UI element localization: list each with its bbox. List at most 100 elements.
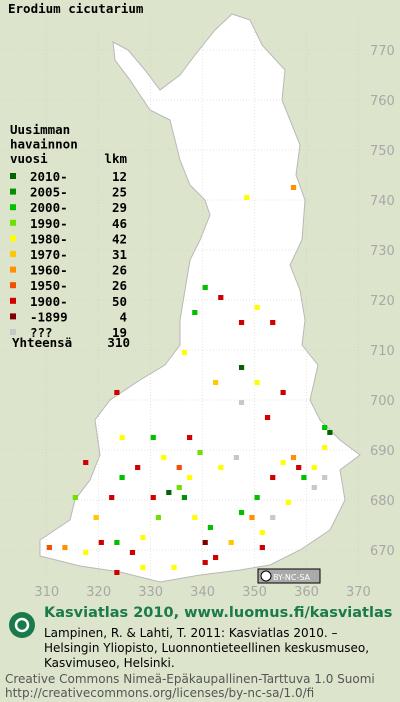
legend-count-heading: lkm <box>104 151 127 166</box>
observation-square <box>166 490 172 495</box>
observation-square <box>93 515 99 520</box>
observation-square <box>322 475 328 480</box>
legend-label: 1980- <box>30 231 68 246</box>
y-tick-label: 770 <box>370 44 395 59</box>
observation-square <box>270 515 276 520</box>
legend-label: ??? <box>30 325 53 340</box>
legend-label: 1900- <box>30 294 68 309</box>
y-tick-label: 710 <box>370 344 395 359</box>
legend-swatch <box>10 251 16 257</box>
observation-square <box>83 460 89 465</box>
observation-square <box>259 545 265 550</box>
y-tick-label: 730 <box>370 244 395 259</box>
observation-square <box>187 435 193 440</box>
observation-square <box>238 320 245 325</box>
legend-count: 26 <box>112 263 127 278</box>
observation-square <box>238 365 245 370</box>
legend-swatch <box>10 204 16 211</box>
legend-count: 29 <box>112 200 127 215</box>
legend-swatch <box>10 282 16 289</box>
legend-count: 26 <box>112 278 127 293</box>
observation-square <box>181 350 188 355</box>
x-tick-label: 370 <box>346 585 371 600</box>
legend-count: 19 <box>112 325 127 340</box>
observation-square <box>280 390 286 395</box>
legend-total-label: Yhteensä <box>12 335 72 350</box>
observation-square <box>290 455 297 460</box>
legend-swatch <box>10 297 16 304</box>
observation-square <box>327 430 333 435</box>
observation-square <box>202 560 208 565</box>
logo-spiral <box>14 617 30 633</box>
title: Erodium cicutarium <box>8 1 144 16</box>
citation: Lampinen, R. & Lahti, T. 2011: Kasviatla… <box>44 626 338 640</box>
legend-swatch <box>10 188 16 195</box>
legend-swatch <box>10 329 16 335</box>
legend-count: 46 <box>112 216 127 231</box>
citation: Helsingin Yliopisto, Luonnontieteellinen… <box>44 641 369 655</box>
observation-square <box>181 495 188 500</box>
legend-label: 1960- <box>30 263 68 278</box>
observation-square <box>238 400 245 405</box>
legend-heading: havainnon <box>10 137 78 152</box>
y-tick-label: 740 <box>370 194 395 209</box>
observation-square <box>212 380 219 385</box>
legend-count: 4 <box>119 309 127 324</box>
grid: 670 680 690 700 710 720 730 740 750 760 770 310 320 3… <box>0 20 395 600</box>
observation-square <box>270 475 276 480</box>
badge-box <box>257 568 321 584</box>
y-tick-label: 720 <box>370 294 395 309</box>
legend-heading: vuosi <box>10 151 48 166</box>
observation-square <box>119 435 125 440</box>
logo-icon <box>9 612 35 638</box>
observation-square <box>119 475 125 480</box>
observation-square <box>46 545 52 550</box>
observation-square <box>150 495 156 500</box>
y-tick-label: 760 <box>370 94 395 109</box>
legend-heading: Uusimman <box>10 122 70 137</box>
y-tick-label: 690 <box>370 444 395 459</box>
license: Creative Commons Nimeä-Epäkaupallinen-Ta… <box>5 672 375 686</box>
y-tick-label: 670 <box>370 544 395 559</box>
observation-square <box>197 450 203 455</box>
observation-square <box>322 425 328 430</box>
observation-square <box>187 475 193 480</box>
legend-count: 50 <box>112 294 127 309</box>
observation-square <box>114 570 120 575</box>
observation-square <box>98 540 104 545</box>
observation-square <box>114 540 120 545</box>
legend-swatch <box>10 313 16 320</box>
logo <box>9 612 35 638</box>
observation-square <box>244 195 250 200</box>
y-tick-label: 680 <box>370 494 395 509</box>
observation-square <box>218 295 224 300</box>
legend-label: 2005- <box>30 185 68 200</box>
footer-heading: Kasviatlas 2010, www.luomus.fi/kasviatla… <box>44 605 392 621</box>
badge-icon <box>260 570 272 582</box>
observation-square <box>254 305 260 310</box>
observation-square <box>212 555 219 560</box>
observation-square <box>296 465 302 470</box>
observation-square <box>249 515 255 520</box>
observation-square <box>254 380 260 385</box>
observation-square <box>135 465 141 470</box>
observation-square <box>228 540 234 545</box>
observation-square <box>176 485 182 490</box>
legend-count: 42 <box>112 231 127 246</box>
observation-square <box>270 320 276 325</box>
observation-square <box>192 515 198 520</box>
observation-square <box>285 500 291 505</box>
observation-square <box>155 515 162 520</box>
observation-square <box>192 310 198 315</box>
legend-label: 2010- <box>30 169 68 184</box>
legend-swatch <box>10 219 16 226</box>
observation-square <box>218 465 224 470</box>
observation-square <box>301 475 307 480</box>
observation-square <box>290 185 297 190</box>
observation-square <box>254 495 260 500</box>
badge-text: BY-NC-SA <box>273 573 311 582</box>
observation-square <box>62 545 68 550</box>
observation-square <box>161 455 167 460</box>
legend-count: 25 <box>112 185 127 200</box>
legend-label: -1899 <box>30 309 68 324</box>
